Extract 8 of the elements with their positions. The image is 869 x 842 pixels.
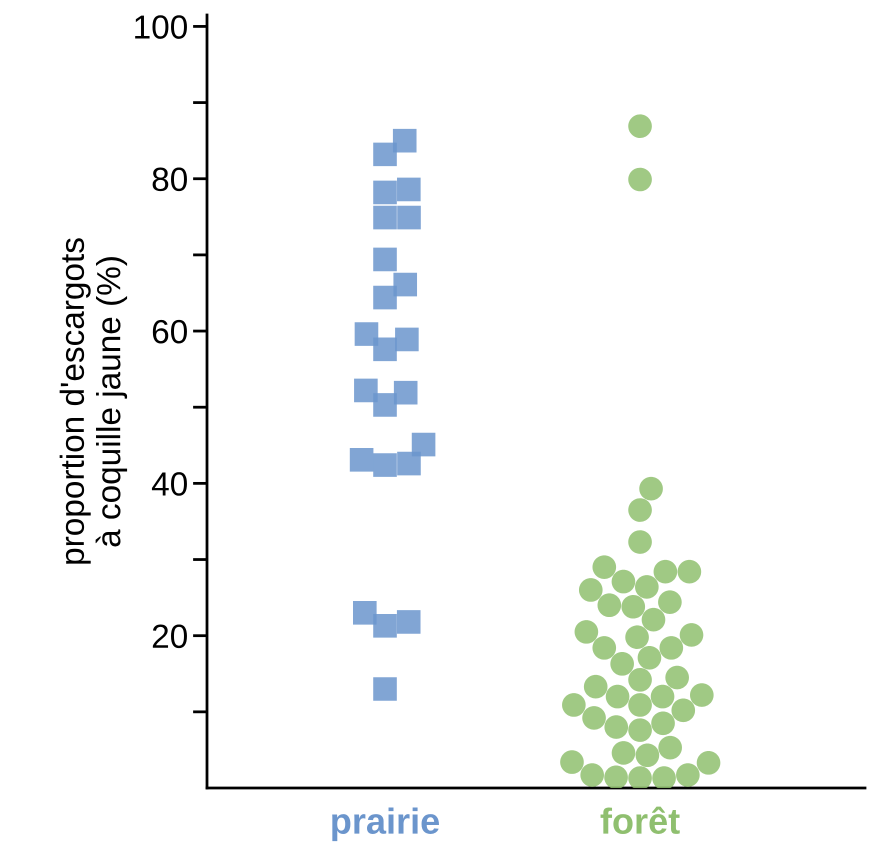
y-axis-title: proportion d'escargots à coquille jaune (%) (60, 238, 128, 564)
x-tick-label: prairie (332, 807, 439, 842)
y-tick-label: 100 (135, 15, 187, 39)
y-tick-label: 20 (152, 624, 187, 648)
y-tick-label: 40 (152, 472, 187, 496)
y-tick-label: 60 (152, 320, 187, 344)
y-tick-label: 80 (152, 168, 187, 192)
x-tick-label: forêt (600, 806, 680, 834)
